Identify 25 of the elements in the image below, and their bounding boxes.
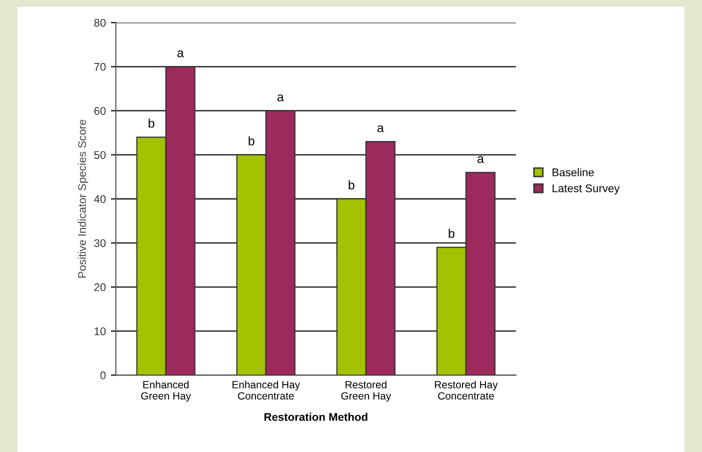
- x-tick-label: Enhanced Hay Concentrate: [232, 380, 300, 400]
- y-tick-label: 50: [94, 151, 106, 159]
- annotation: b: [448, 228, 454, 238]
- annotation: b: [248, 136, 254, 146]
- annotation: b: [148, 118, 154, 128]
- annotation: b: [348, 180, 354, 190]
- y-tick-label: 40: [94, 195, 106, 204]
- y-tick-label: 60: [94, 107, 106, 115]
- x-tick-label: Enhanced Green Hay: [141, 380, 192, 402]
- y-tick-label: 30: [94, 239, 106, 248]
- annotation: a: [177, 50, 184, 58]
- annotation: a: [277, 94, 284, 102]
- x-tick-label: Restored Hay Concentrate: [434, 380, 498, 400]
- annotation: a: [377, 125, 384, 132]
- legend-label: Baseline: [552, 168, 594, 176]
- y-tick-label: 10: [94, 327, 106, 336]
- x-axis-title: Restoration Method: [264, 412, 368, 421]
- y-tick-label: 70: [94, 62, 106, 71]
- y-tick-label: 0: [100, 371, 106, 380]
- x-tick-label: Restored Green Hay: [341, 380, 392, 402]
- legend-label: Latest Survey: [552, 184, 620, 194]
- y-axis-title: Positive Indicator Species Score: [78, 120, 88, 278]
- annotation: a: [478, 156, 484, 164]
- y-tick-label: 20: [94, 283, 106, 292]
- y-tick-label: 80: [94, 18, 106, 27]
